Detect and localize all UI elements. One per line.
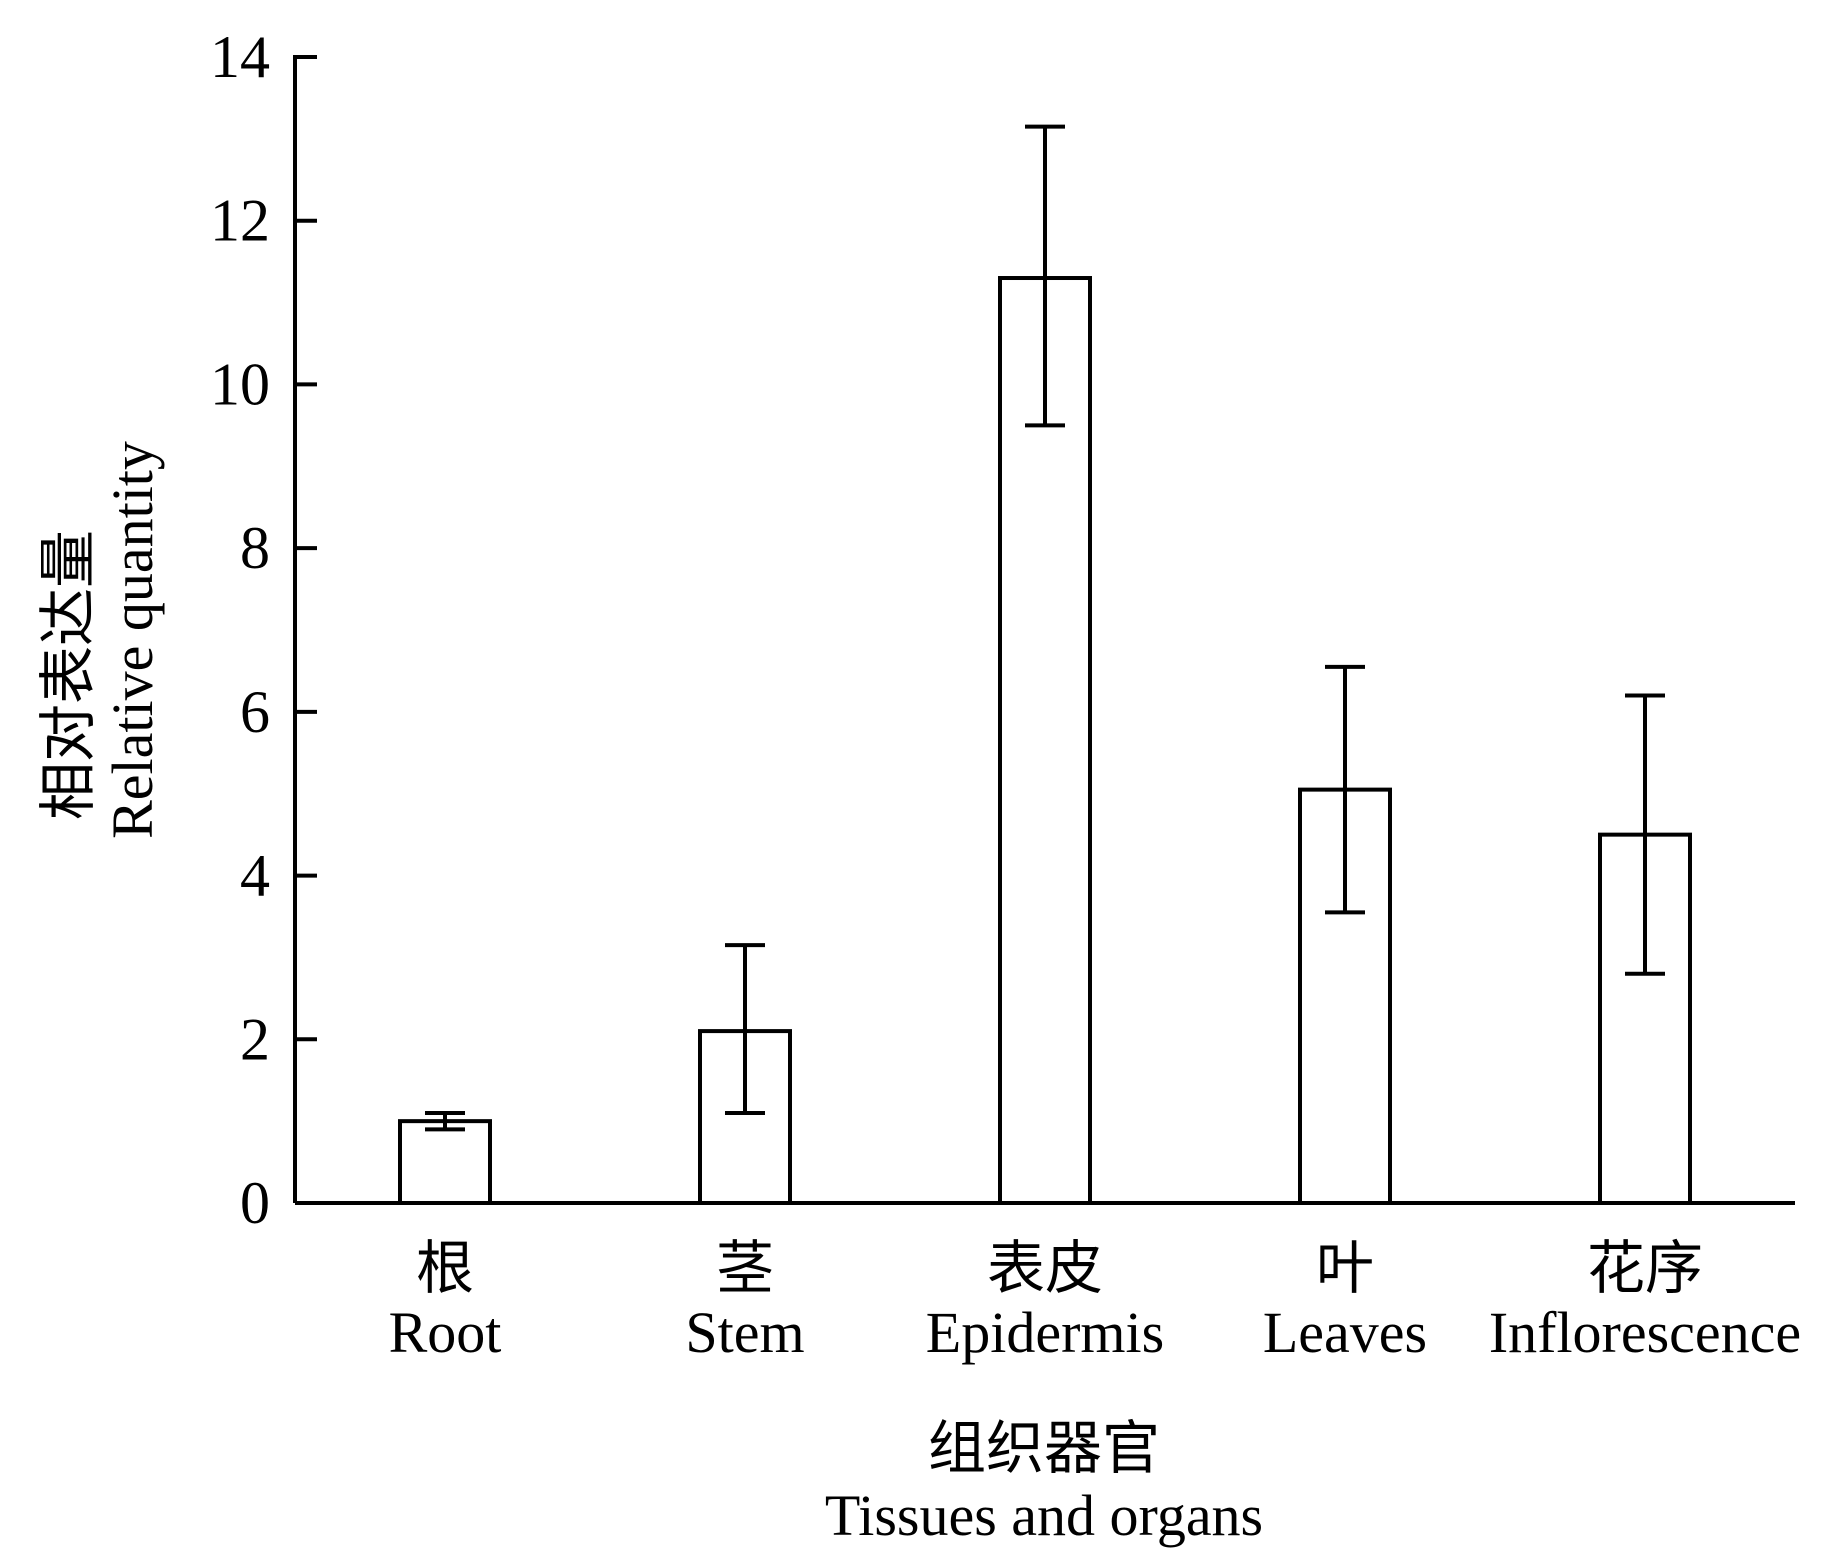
- y-tick-label: 12: [210, 188, 270, 254]
- x-axis-title-zh: 组织器官: [928, 1416, 1160, 1481]
- x-tick-label-zh: 花序: [1587, 1236, 1703, 1301]
- x-axis-title-en: Tissues and organs: [825, 1483, 1263, 1548]
- y-tick-label: 4: [240, 843, 270, 909]
- y-axis-title-zh: 相对表达量: [36, 530, 101, 820]
- y-tick-label: 0: [240, 1170, 270, 1236]
- x-tick-label-en: Root: [389, 1300, 502, 1365]
- y-axis-title-en: Relative quantity: [100, 441, 165, 839]
- x-tick-label-zh: 表皮: [987, 1236, 1103, 1301]
- error-bar-inflorescence: [1625, 693, 1665, 976]
- x-tick-label-en: Stem: [685, 1300, 804, 1365]
- y-tick-label: 10: [210, 351, 270, 417]
- x-tick-label-en: Epidermis: [926, 1300, 1164, 1365]
- bar-root: [398, 1119, 492, 1205]
- error-bar-root: [425, 1110, 465, 1132]
- x-tick-label-en: Inflorescence: [1489, 1300, 1801, 1365]
- x-tick-label-zh: 根: [416, 1236, 474, 1301]
- bar-epidermis: [998, 276, 1092, 1205]
- x-tick-label-zh: 叶: [1316, 1236, 1374, 1301]
- axes: 0 2 4 6 8 10 12 14: [210, 24, 1795, 1236]
- y-tick-label: 2: [240, 1006, 270, 1072]
- bars: [398, 124, 1692, 1206]
- y-tick-label: 14: [210, 24, 270, 90]
- error-bar-stem: [725, 943, 765, 1115]
- x-tick-label-en: Leaves: [1263, 1300, 1427, 1365]
- x-tick-label-zh: 茎: [716, 1236, 774, 1301]
- error-bar-epidermis: [1025, 124, 1065, 428]
- error-bar-leaves: [1325, 664, 1365, 915]
- y-tick-label: 8: [240, 515, 270, 581]
- y-tick-label: 6: [240, 679, 270, 745]
